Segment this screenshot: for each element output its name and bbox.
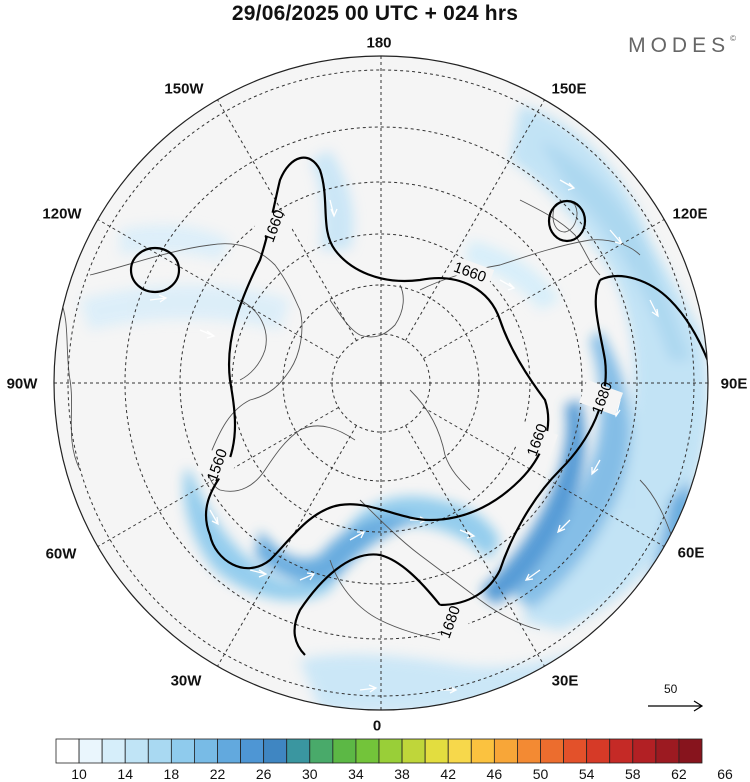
north-america-coast: [89, 243, 356, 492]
colorbar-swatch: [493, 738, 518, 764]
map-boundary: [53, 55, 709, 711]
lon-label-60w: 60W: [45, 545, 77, 563]
colorbar-swatch: [309, 738, 334, 764]
copyright-mark: ©: [730, 34, 736, 43]
greenland-coast: [329, 284, 404, 338]
colorbar-swatch: [78, 738, 103, 764]
colorbar-tick-label: 66: [717, 766, 733, 782]
contour-1680-east: [599, 275, 708, 381]
lon-label-150w: 150W: [164, 80, 204, 98]
colorbar-swatch: [655, 738, 680, 764]
colorbar-tick-label: 34: [348, 766, 364, 782]
colorbar-swatch: [632, 738, 657, 764]
contour-1680: [293, 279, 607, 656]
colorbar-swatch: [55, 738, 80, 764]
meridian-line: [97, 219, 339, 359]
colorbar: [55, 738, 703, 764]
lon-label-120w: 120W: [42, 205, 82, 223]
colorbar-tick-label: 46: [486, 766, 503, 782]
colorbar-tick-label: 22: [209, 766, 226, 782]
contour-closed-low-west: [129, 246, 181, 294]
colorbar-swatch: [263, 738, 288, 764]
colorbar-swatch: [240, 738, 265, 764]
colorbar-swatch: [194, 738, 218, 764]
colorbar-swatch: [470, 738, 495, 764]
lon-label-0: 0: [372, 717, 382, 735]
contour-closed-low-east: [547, 199, 587, 243]
colorbar-tick-label: 54: [578, 766, 595, 782]
meridian-line: [405, 99, 545, 341]
colorbar-swatch: [147, 738, 172, 764]
contour-1660: [205, 156, 550, 570]
colorbar-swatch: [424, 738, 449, 764]
colorbar-tick-label: 62: [671, 766, 687, 782]
lon-label-180: 180: [366, 34, 392, 52]
colorbar-tick-label: 10: [71, 766, 87, 782]
contour-labels: 1660 1660 1560 1660 1680 1680: [196, 208, 624, 641]
colorbar-swatch: [124, 738, 149, 764]
map-title: 29/06/2025 00 UTC + 024 hrs: [231, 2, 519, 25]
vector-reference-label: 50: [664, 682, 678, 696]
colorbar-tick-label: 38: [394, 766, 410, 782]
colorbar-tick-label: 30: [301, 766, 318, 782]
europe-coast: [359, 499, 541, 631]
colorbar-swatch: [540, 738, 564, 764]
colorbar-swatch: [378, 738, 403, 764]
hudson-bay-coast: [239, 299, 267, 381]
geopotential-contours: [129, 156, 708, 656]
colorbar-tick-label: 26: [255, 766, 272, 782]
lon-label-90e: 90E: [720, 375, 748, 393]
colorbar-swatch: [447, 738, 472, 764]
colorbar-swatch: [401, 738, 426, 764]
colorbar-tick-label: 18: [163, 766, 180, 782]
lon-label-150e: 150E: [551, 80, 587, 98]
colorbar-swatch: [586, 738, 611, 764]
colorbar-tick-label: 50: [532, 766, 549, 782]
latitude-60n: [231, 233, 531, 533]
colorbar-swatch: [355, 738, 380, 764]
kamchatka-coast: [519, 199, 601, 276]
colorbar-swatch: [286, 738, 311, 764]
colorbar-swatch: [517, 738, 541, 764]
brand-logo: MODES©: [628, 34, 736, 58]
colorbar-swatch: [170, 738, 195, 764]
meridian-line: [217, 425, 357, 667]
colorbar-tick-label: 14: [117, 766, 133, 782]
siberia-coast: [419, 239, 641, 291]
lon-label-90w: 90W: [6, 375, 38, 393]
brand-name: MODES: [628, 34, 731, 57]
colorbar-tick-label: 42: [440, 766, 456, 782]
meridian-line: [423, 407, 665, 547]
colorbar-swatch: [563, 738, 588, 764]
iberia-coast: [329, 559, 441, 641]
lon-label-60e: 60E: [677, 544, 705, 562]
vector-reference-arrow: [648, 700, 704, 712]
colorbar-swatch: [332, 738, 357, 764]
colorbar-tick-label: 58: [624, 766, 641, 782]
colorbar-swatch: [217, 738, 241, 764]
meridian-line: [405, 425, 545, 667]
lon-label-30e: 30E: [551, 672, 579, 690]
latitude-40n: [124, 126, 638, 640]
colorbar-swatch: [678, 738, 703, 764]
colorbar-swatch: [101, 738, 126, 764]
lon-label-120e: 120E: [672, 205, 708, 223]
meridian-line: [423, 219, 665, 359]
lon-label-30w: 30W: [170, 672, 202, 690]
colorbar-swatch: [609, 738, 634, 764]
north-pacific-coast: [59, 299, 81, 471]
